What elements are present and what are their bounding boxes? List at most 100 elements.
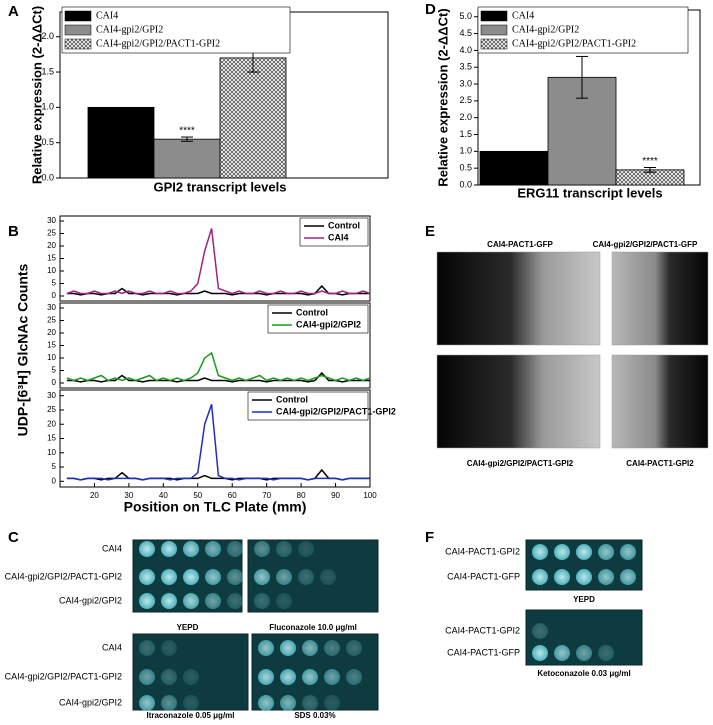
colony xyxy=(280,669,296,685)
y-tick-label: 5.0 xyxy=(459,11,472,21)
colony xyxy=(227,541,243,557)
y-tick-label: 1.5 xyxy=(41,66,54,76)
legend-label: Control xyxy=(328,220,360,230)
colony xyxy=(183,593,199,609)
error-bar xyxy=(181,136,193,142)
colony xyxy=(346,669,362,685)
row-label: CAI4-PACT1-GPI2 xyxy=(445,546,520,556)
y-tick-label: 15 xyxy=(47,254,56,263)
colony xyxy=(554,569,570,585)
x-tick-label: 20 xyxy=(90,491,99,500)
y-tick-label: 0.0 xyxy=(41,172,54,182)
y-tick-label: 30 xyxy=(47,303,56,312)
row-label: CAI4-PACT1-GPI2 xyxy=(445,625,520,635)
y-axis-label: Relative expression (2-ΔΔCt) xyxy=(29,6,44,184)
row-label: CAI4-gpi2/GPI2 xyxy=(59,595,122,605)
colony xyxy=(139,593,155,609)
y-tick-label: 20 xyxy=(47,328,56,337)
annotation: **** xyxy=(179,126,195,137)
y-tick-label: 10 xyxy=(47,266,56,275)
colony xyxy=(139,695,155,711)
row-label: CAI4-gpi2/GPI2 xyxy=(59,697,122,707)
y-tick-label: 25 xyxy=(47,316,56,325)
row-label: CAI4 xyxy=(102,642,122,652)
y-tick-label: 20 xyxy=(47,241,56,250)
colony xyxy=(598,544,614,560)
y-tick-label: 4.0 xyxy=(459,45,472,55)
plate-caption: YEPD xyxy=(573,595,595,604)
colony xyxy=(324,640,340,656)
colony xyxy=(532,569,548,585)
colony xyxy=(258,669,274,685)
y-tick-label: 30 xyxy=(47,216,56,225)
colony xyxy=(320,569,336,585)
panel-label: C xyxy=(8,529,19,546)
bar xyxy=(219,57,287,179)
y-tick-label: 15 xyxy=(47,434,56,443)
legend-box xyxy=(299,217,369,247)
colony xyxy=(254,569,270,585)
colony xyxy=(205,569,221,585)
colony xyxy=(302,695,318,711)
legend-box xyxy=(477,6,689,54)
micrograph xyxy=(611,354,709,449)
colony xyxy=(554,645,570,661)
colony xyxy=(161,593,177,609)
y-tick-label: 5 xyxy=(52,366,57,375)
colony xyxy=(183,669,199,685)
x-tick-label: 40 xyxy=(159,491,168,500)
legend-swatch xyxy=(64,24,92,36)
x-axis-label: Position on TLC Plate (mm) xyxy=(124,499,307,515)
series-line xyxy=(66,468,370,481)
colony xyxy=(183,541,199,557)
colony xyxy=(280,695,296,711)
y-axis-label: Relative expression (2-ΔΔCt) xyxy=(435,8,450,186)
legend-box xyxy=(267,304,369,334)
colony xyxy=(254,541,270,557)
x-axis-label: GPI2 transcript levels xyxy=(154,179,287,194)
row-label: CAI4 xyxy=(102,543,122,553)
y-tick-label: 15 xyxy=(47,341,56,350)
colony xyxy=(258,640,274,656)
legend-label: CAI4 xyxy=(328,232,349,242)
colony xyxy=(276,569,292,585)
y-tick-label: 1.0 xyxy=(41,102,54,112)
y-tick-label: 0 xyxy=(52,378,57,387)
legend-box xyxy=(247,391,369,421)
colony xyxy=(161,669,177,685)
y-axis-label: UDP-[6³H] GlcNAc Counts xyxy=(15,263,31,436)
colony xyxy=(227,593,243,609)
y-tick-label: 30 xyxy=(47,391,56,400)
x-tick-label: 90 xyxy=(331,491,340,500)
legend-label: CAI4-gpi2/GPI2/PACT1-GPI2 xyxy=(96,38,220,49)
y-tick-label: 0 xyxy=(52,476,57,485)
colony xyxy=(620,569,636,585)
image-caption: CAI4-PACT1-GPI2 xyxy=(626,459,694,468)
colony xyxy=(205,593,221,609)
y-tick-label: 3.0 xyxy=(459,78,472,88)
x-tick-label: 70 xyxy=(262,491,271,500)
colony xyxy=(324,669,340,685)
legend-label: CAI4-gpi2/GPI2/PACT1-GPI2 xyxy=(276,406,396,416)
x-tick-label: 30 xyxy=(124,491,133,500)
row-label: CAI4-PACT1-GFP xyxy=(447,571,520,581)
y-tick-label: 20 xyxy=(47,419,56,428)
series-line xyxy=(66,228,371,295)
y-tick-label: 25 xyxy=(47,229,56,238)
micrograph xyxy=(436,251,601,346)
legend-label: CAI4 xyxy=(512,10,534,21)
colony xyxy=(227,569,243,585)
colony xyxy=(324,695,340,711)
legend-swatch xyxy=(480,38,508,50)
y-tick-label: 0.5 xyxy=(41,137,54,147)
legend-label: CAI4-gpi2/GPI2 xyxy=(296,319,361,329)
colony xyxy=(161,695,177,711)
colony xyxy=(576,569,592,585)
x-axis-label: ERG11 transcript levels xyxy=(517,185,662,200)
colony xyxy=(302,669,318,685)
error-bar xyxy=(644,167,656,173)
y-tick-label: 4.5 xyxy=(459,28,472,38)
micrograph xyxy=(611,251,709,346)
image-caption: CAI4-gpi2/GPI2/PACT1-GPI2 xyxy=(467,459,574,468)
legend-swatch xyxy=(64,38,92,50)
